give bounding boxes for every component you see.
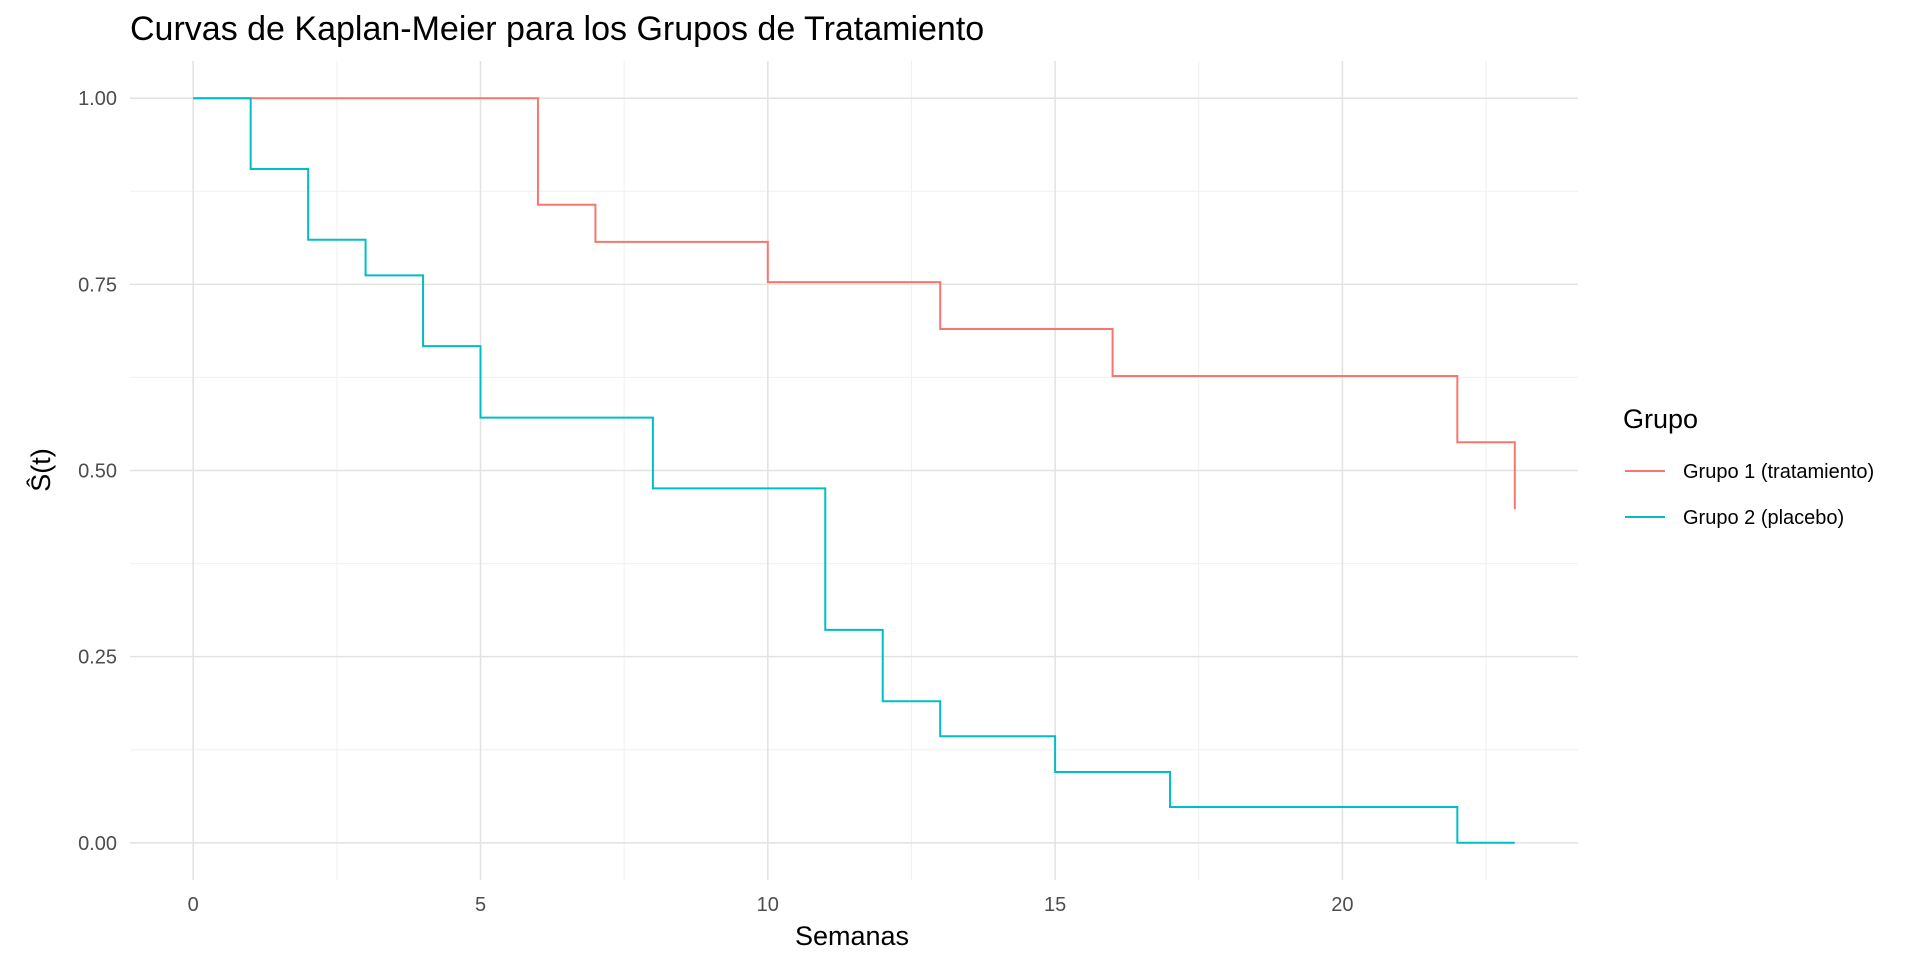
legend-title: Grupo (1623, 404, 1698, 434)
series-line-1 (193, 97, 1516, 510)
y-axis-ticks: 0.00 0.25 0.50 0.75 1.00 (78, 88, 117, 855)
chart-title: Curvas de Kaplan-Meier para los Grupos d… (130, 10, 984, 48)
x-tick-label: 20 (1331, 894, 1353, 916)
legend-label-1: Grupo 1 (tratamiento) (1683, 461, 1874, 483)
series-lines (193, 97, 1516, 844)
y-tick-label: 1.00 (78, 88, 117, 110)
y-tick-label: 0.75 (78, 274, 117, 296)
x-axis-ticks: 0 5 10 15 20 (188, 894, 1354, 916)
x-tick-label: 5 (475, 894, 486, 916)
grid (130, 61, 1578, 880)
x-tick-label: 15 (1044, 894, 1066, 916)
series-line-2 (193, 97, 1515, 844)
legend: Grupo Grupo 1 (tratamiento) Grupo 2 (plac… (1623, 404, 1874, 529)
y-axis-title: Ŝ(t) (25, 448, 56, 492)
x-tick-label: 0 (188, 894, 199, 916)
y-tick-label: 0.50 (78, 461, 117, 483)
y-tick-label: 0.00 (78, 833, 117, 855)
y-tick-label: 0.25 (78, 647, 117, 669)
x-axis-title: Semanas (795, 921, 909, 951)
x-tick-label: 10 (757, 894, 779, 916)
legend-label-2: Grupo 2 (placebo) (1683, 507, 1844, 529)
